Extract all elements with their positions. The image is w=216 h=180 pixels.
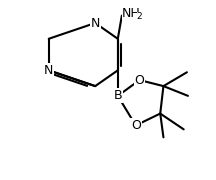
Text: 2: 2: [137, 12, 142, 21]
Text: O: O: [135, 74, 145, 87]
Text: B: B: [113, 89, 122, 102]
Text: N: N: [91, 17, 100, 30]
Text: NH: NH: [122, 7, 141, 20]
Text: N: N: [44, 64, 53, 77]
Text: O: O: [131, 119, 141, 132]
